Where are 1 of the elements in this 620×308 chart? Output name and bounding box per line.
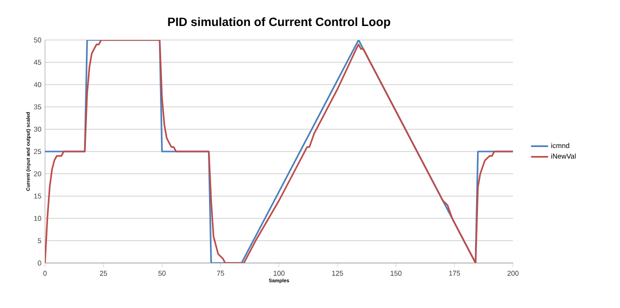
chart-title: PID simulation of Current Control Loop <box>168 17 390 28</box>
